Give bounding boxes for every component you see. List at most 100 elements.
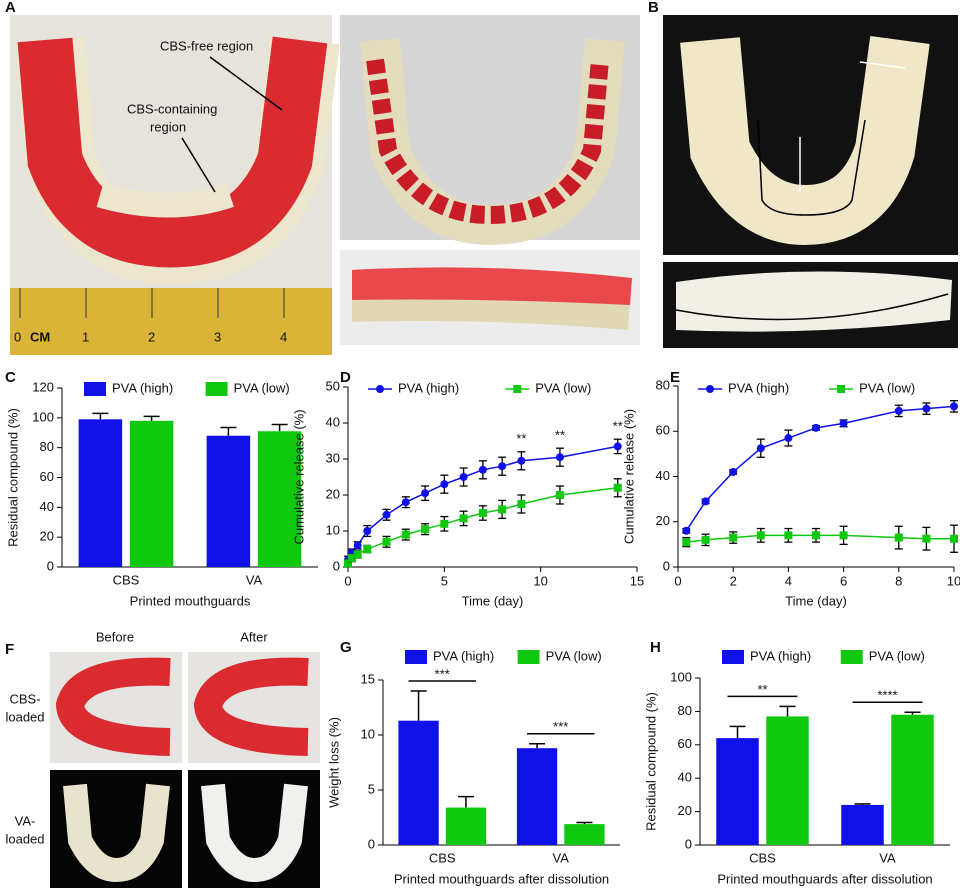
legend-swatch <box>840 650 863 664</box>
y-tick-label: 0 <box>47 558 54 573</box>
panel-label: A <box>5 0 16 16</box>
y-tick-label: 0 <box>368 836 375 851</box>
significance-label: ** <box>555 428 565 443</box>
point <box>440 519 449 528</box>
y-tick-label: 10 <box>361 726 375 741</box>
bar <box>78 419 123 567</box>
x-axis-title: Time (day) <box>785 593 847 608</box>
y-tick-label: 80 <box>40 439 54 454</box>
legend-swatch <box>517 650 540 664</box>
legend-label: PVA (low) <box>535 380 591 395</box>
x-tick-label: 2 <box>730 573 737 588</box>
panel-label: G <box>340 639 352 656</box>
series-line <box>685 405 955 532</box>
y-tick-label: 20 <box>678 803 692 818</box>
ruler-label: 2 <box>148 329 155 344</box>
y-tick-label: 80 <box>656 377 670 392</box>
y-tick-label: 10 <box>326 522 340 537</box>
legend-label: PVA (low) <box>234 380 290 395</box>
legend-label: PVA (high) <box>433 648 494 663</box>
point <box>517 456 526 465</box>
point <box>682 526 691 535</box>
legend-swatch <box>706 385 714 393</box>
x-axis-title: Printed mouthguards <box>130 593 251 608</box>
point <box>353 550 362 559</box>
point <box>613 483 622 492</box>
y-tick-label: 20 <box>40 529 54 544</box>
legend-swatch <box>722 650 744 664</box>
point <box>363 545 372 553</box>
y-tick-label: 40 <box>678 770 692 785</box>
point <box>729 533 738 542</box>
bar <box>206 435 251 567</box>
row-label: loaded <box>5 831 44 846</box>
y-tick-label: 0 <box>663 558 670 573</box>
legend-label: PVA (low) <box>869 648 925 663</box>
row-label: VA- <box>15 813 36 828</box>
point <box>401 530 410 539</box>
point <box>555 453 564 462</box>
row-label: CBS- <box>9 691 40 706</box>
point <box>382 510 391 519</box>
y-tick-label: 20 <box>656 513 670 528</box>
point <box>812 531 820 540</box>
y-tick-label: 40 <box>656 468 670 483</box>
legend-label: PVA (high) <box>112 380 173 395</box>
x-tick-label: 4 <box>785 573 792 588</box>
y-axis-title: Weight loss (%) <box>326 717 341 808</box>
ruler-label: 3 <box>214 329 221 344</box>
legend-label: PVA (high) <box>398 380 459 395</box>
point <box>478 509 487 517</box>
ruler-label: 1 <box>82 329 89 344</box>
legend-label: PVA (low) <box>859 380 915 395</box>
point <box>363 527 372 535</box>
bar <box>766 716 809 845</box>
point <box>922 534 931 543</box>
point <box>701 497 710 506</box>
y-tick-label: 60 <box>656 423 670 438</box>
y-axis-title: Residual compound (%) <box>643 692 658 831</box>
legend-label: PVA (low) <box>546 648 602 663</box>
x-tick-label: 10 <box>533 573 547 588</box>
series-line <box>686 534 954 543</box>
x-tick-label: VA <box>553 850 570 865</box>
y-tick-label: 40 <box>40 499 54 514</box>
x-tick-label: 0 <box>344 573 351 588</box>
point <box>682 538 691 547</box>
y-tick-label: 40 <box>326 414 340 429</box>
point <box>839 531 848 540</box>
panel-label: C <box>5 369 16 386</box>
column-label: After <box>240 629 268 644</box>
point <box>950 402 958 411</box>
point <box>784 531 793 540</box>
significance-label: ** <box>613 419 623 434</box>
ruler-label: 4 <box>280 329 287 344</box>
point <box>498 505 507 514</box>
bar <box>398 720 439 845</box>
panel-label: D <box>340 369 351 386</box>
y-tick-label: 0 <box>333 558 340 573</box>
x-axis-title: Printed mouthguards after dissolution <box>717 871 932 886</box>
panel-label: H <box>650 639 661 656</box>
point <box>894 406 903 415</box>
y-tick-label: 0 <box>685 836 692 851</box>
point <box>401 498 410 507</box>
bar <box>257 431 302 567</box>
point <box>517 500 526 508</box>
column-label: Before <box>96 629 134 644</box>
point <box>440 480 449 489</box>
legend-swatch <box>513 385 522 393</box>
panel-label: F <box>5 641 14 658</box>
y-axis-title: Residual compound (%) <box>5 408 20 547</box>
legend-swatch <box>405 650 427 664</box>
y-tick-label: 60 <box>678 736 692 751</box>
x-axis-title: Time (day) <box>462 593 524 608</box>
significance-label: ** <box>757 682 767 697</box>
y-tick-label: 15 <box>361 671 375 686</box>
point <box>555 491 564 499</box>
point <box>839 419 848 428</box>
point <box>701 535 710 544</box>
photo-annotation: CBS-containing <box>127 101 217 116</box>
point <box>382 537 391 546</box>
